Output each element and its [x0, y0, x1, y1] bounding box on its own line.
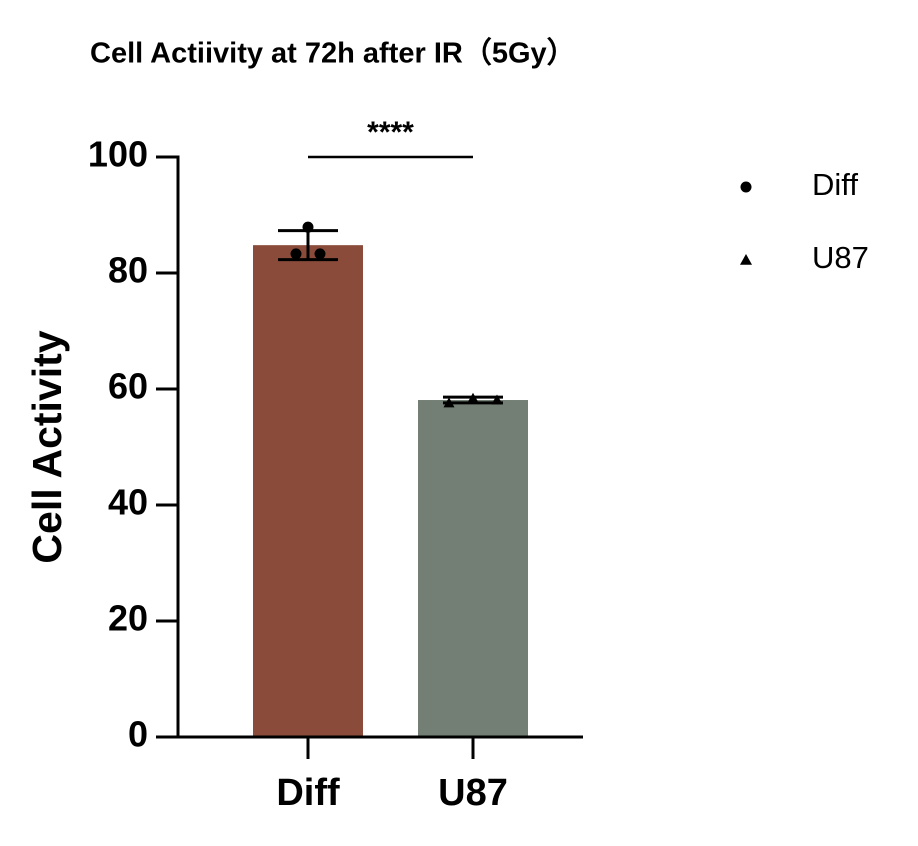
legend-label: Diff	[812, 167, 858, 202]
y-tick-label: 80	[108, 250, 148, 291]
x-tick-label: U87	[438, 772, 508, 814]
x-tick-label: Diff	[276, 772, 340, 814]
y-tick-label: 0	[128, 714, 148, 755]
y-tick-label: 60	[108, 366, 148, 407]
data-point	[443, 397, 455, 408]
legend-marker	[740, 254, 752, 265]
significance-label: ****	[367, 116, 414, 149]
legend-marker	[740, 181, 752, 193]
data-point	[467, 392, 479, 403]
y-tick-label: 40	[108, 482, 148, 523]
chart-title: Cell Actiivity at 72h after IR（5Gy）	[90, 37, 576, 70]
bar	[418, 400, 528, 737]
data-point	[314, 248, 326, 260]
y-tick-label: 100	[88, 134, 148, 175]
bar	[253, 245, 363, 737]
data-point	[290, 248, 302, 260]
data-point	[491, 394, 503, 405]
y-tick-label: 20	[108, 598, 148, 639]
y-axis-label: Cell Activity	[24, 330, 70, 563]
legend-label: U87	[812, 240, 869, 275]
data-point	[302, 221, 314, 233]
